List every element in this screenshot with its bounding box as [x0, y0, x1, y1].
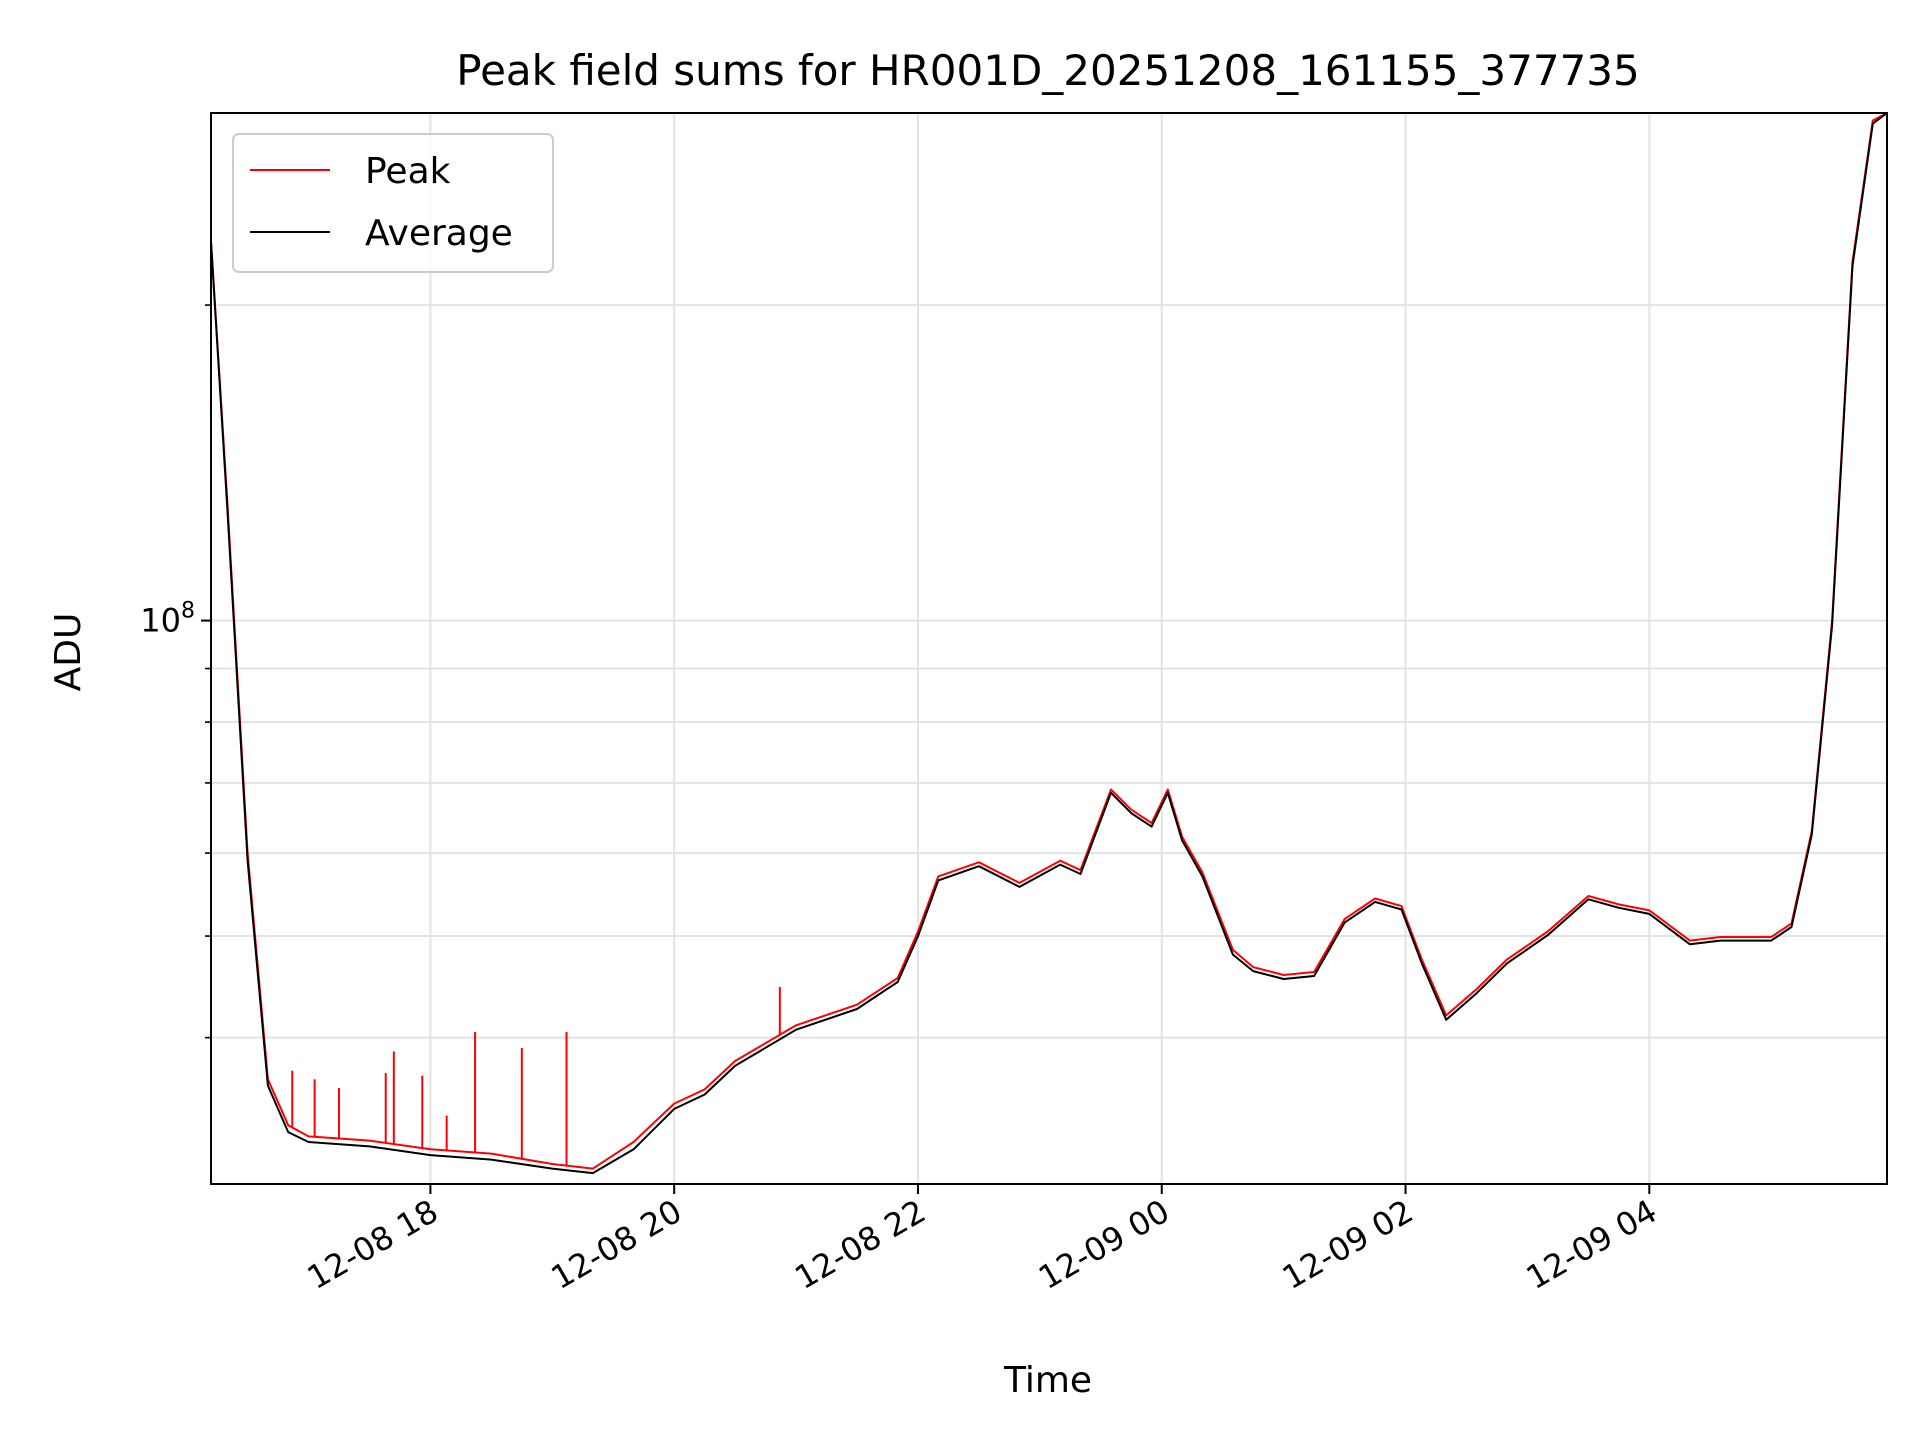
series-line-peak	[211, 113, 1887, 1170]
y-axis-label: ADU	[48, 613, 89, 692]
y-tick-label: 108	[140, 599, 195, 640]
plot-frame	[210, 112, 1888, 1185]
x-axis-label: Time	[1003, 1360, 1092, 1401]
series-line-average	[211, 113, 1887, 1175]
legend-label-peak: Peak	[365, 151, 451, 192]
legend-label-average: Average	[365, 213, 513, 254]
chart-title: Peak field sums for HR001D_20251208_1611…	[456, 46, 1640, 95]
legend: Peak Average	[232, 133, 554, 273]
legend-box	[232, 133, 554, 273]
